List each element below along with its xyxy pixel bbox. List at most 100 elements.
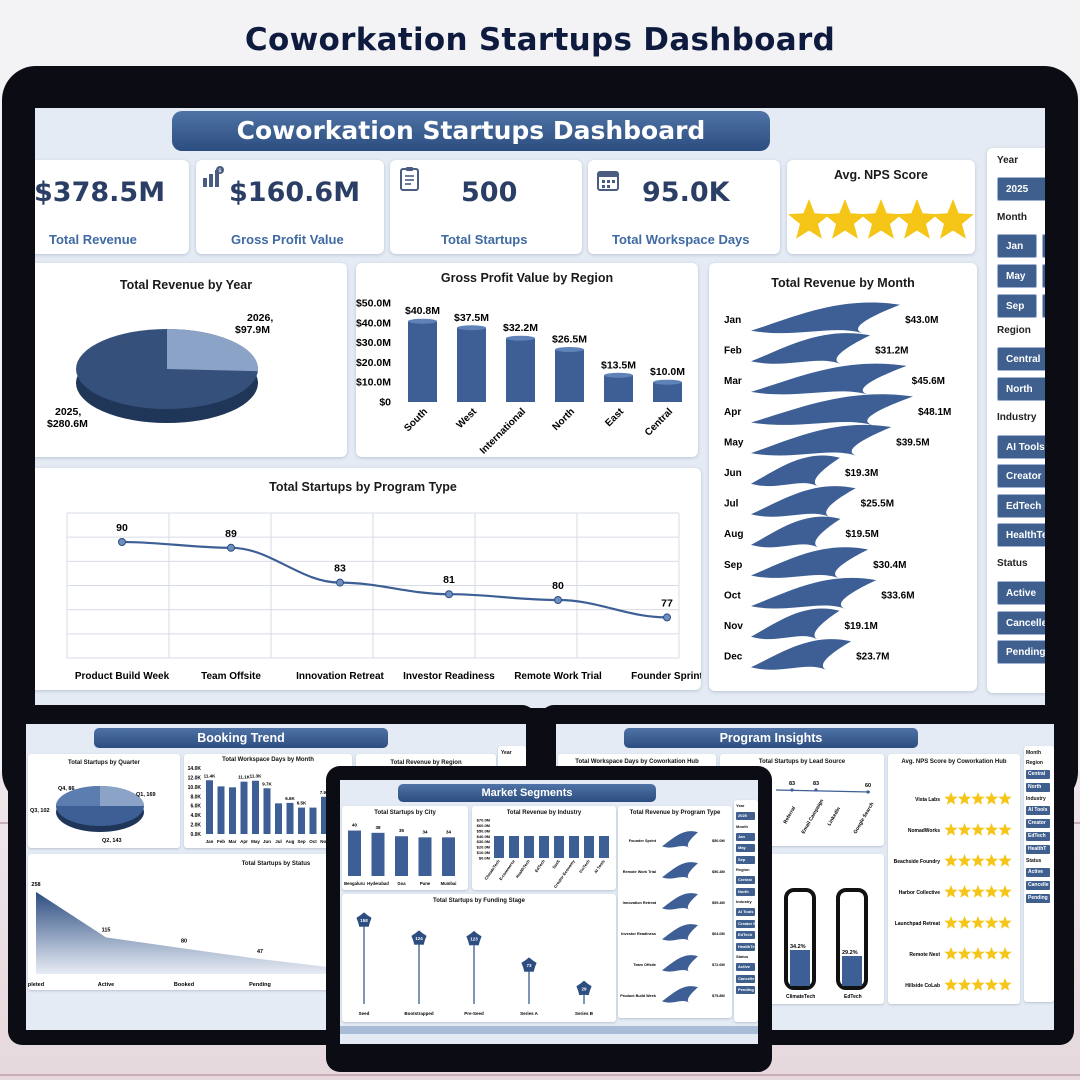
slicer-item[interactable]: North (1026, 783, 1050, 792)
workspace-month-label: Jan (206, 839, 214, 844)
funding-value: 158 (360, 918, 368, 923)
chart-title: Total Startups by Funding Stage (433, 898, 525, 904)
slicer-month-cut[interactable] (1042, 294, 1045, 318)
funding-stage-label: Series B (575, 1011, 594, 1016)
workspace-bar (275, 803, 282, 834)
city-label: Bengaluru (344, 881, 365, 886)
slicer-item[interactable]: Active (1026, 868, 1050, 877)
hub-star-icon (944, 885, 958, 898)
slicer-month-sep[interactable]: Sep (997, 294, 1037, 318)
region-category-label: Central (643, 406, 675, 438)
month-label: Dec (724, 652, 743, 663)
slicer-month-may[interactable]: May (997, 264, 1037, 288)
nps-star-icon (788, 199, 830, 239)
funding-burst (411, 930, 427, 945)
hub-star-icon (984, 916, 999, 929)
y-tick-label: $30.0M (477, 839, 491, 844)
quarter-label: Q1, 169 (136, 792, 156, 798)
slicer-item[interactable]: Pending (736, 986, 755, 994)
slicer-status-active[interactable]: Active (997, 581, 1045, 605)
quarter-label: Q4, 86 (58, 786, 75, 792)
city-card: Total Startups by City 40 Bengaluru 38 Hyde… (342, 806, 468, 890)
month-label: Apr (724, 407, 741, 418)
slicer-header: Industry (736, 899, 752, 904)
region-data-label: $13.5M (601, 359, 636, 371)
month-data-label: $19.1M (844, 621, 877, 632)
slicer-item[interactable]: EdTech (736, 931, 755, 939)
region-data-label: $10.0M (650, 366, 685, 378)
y-tick-label: $10.0M (356, 377, 391, 389)
slicer-month-cut[interactable] (1042, 234, 1045, 258)
slicer-industry-edtech[interactable]: EdTech (997, 494, 1045, 518)
slicer-item[interactable]: Cancelle (1026, 881, 1050, 890)
revenue-pie-chart: 2026, $97.9M 2025, $280.6M (47, 312, 273, 430)
slicer-industry-ai-tools[interactable]: AI Tools (997, 435, 1045, 459)
slicer-industry-creator[interactable]: Creator E (997, 464, 1045, 488)
program-label: Product Build Week (620, 994, 657, 998)
y-tick-label: $0.0M (479, 856, 491, 861)
slicer-month-cut[interactable] (1042, 264, 1045, 288)
lead-value: 60 (865, 783, 871, 789)
program-point (336, 578, 344, 587)
workspace-month-label: Apr (240, 839, 248, 844)
slicer-item[interactable]: Pending (1026, 894, 1050, 903)
program-label: Remote Work Trial (623, 870, 656, 874)
slicer-region-north[interactable]: North (997, 377, 1045, 401)
month-data-label: $23.7M (856, 652, 889, 663)
pie-slice-2026 (167, 329, 259, 372)
y-tick-label: $50.0M (356, 298, 391, 310)
status-area (36, 891, 328, 974)
slicer-item[interactable]: Sep (736, 855, 755, 864)
hub-star-icon (971, 885, 985, 898)
industry-bar (569, 836, 579, 858)
workspace-month-chart: 14.0K 12.0K 10.0K 8.0K 6.0K 4.0K 2.0K 0.0K 11.4K… (188, 766, 342, 844)
slicer-item[interactable]: Central (1026, 770, 1050, 779)
slicer-year-2025[interactable]: 2025 (997, 177, 1045, 201)
region-category-label: International (478, 406, 528, 456)
slicer-industry-healthtech[interactable]: HealthTe (997, 523, 1045, 547)
slicer-month-jan[interactable]: Jan (997, 234, 1037, 258)
slicer-item[interactable]: North (736, 887, 755, 896)
y-tick-label: 6.0K (190, 804, 201, 810)
gauge-category: EdTech (844, 994, 862, 1000)
slicer-region-central[interactable]: Central (997, 347, 1045, 371)
status-data-label: 115 (102, 927, 111, 933)
hub-star-icon (998, 947, 1012, 960)
slicer-status-pending[interactable]: Pending (997, 640, 1045, 664)
slicer-header: Month (1026, 750, 1041, 756)
slicer-status-cancelled[interactable]: Cancelle (997, 611, 1045, 635)
month-revenue-ribbon (751, 547, 869, 579)
program-point (227, 543, 235, 552)
slicer-item[interactable]: AI Tools (736, 908, 755, 916)
city-bar (418, 837, 432, 876)
workspace-data-label: 6.5K (297, 801, 307, 806)
hub-star-icon (984, 823, 999, 836)
slicer-item[interactable]: Creator (1026, 819, 1050, 828)
hub-label: Remote Nest (909, 952, 940, 958)
region-data-label: $40.8M (405, 305, 440, 317)
program-revenue-ribbon (662, 986, 698, 1003)
hub-star-icon (944, 978, 958, 991)
slicer-item[interactable]: EdTech (1026, 832, 1050, 841)
chart-title: Total Startups by Program Type (269, 480, 457, 494)
y-tick-label: $10.0M (477, 850, 491, 855)
y-tick-label: 8.0K (190, 794, 201, 800)
region-bar-cap (408, 318, 437, 324)
slicer-item[interactable]: 2025 (736, 812, 755, 820)
month-label: Jan (724, 315, 741, 326)
slicer-item[interactable]: Central (736, 876, 755, 884)
region-bar (408, 321, 437, 402)
slicer-item[interactable]: May (736, 844, 755, 852)
slicer-item[interactable]: Creator E (736, 919, 755, 928)
slicer-item[interactable]: Cancelle (736, 974, 755, 983)
slicer-item[interactable]: Jan (736, 832, 755, 841)
industry-label: EdTech (534, 858, 547, 873)
slicer-item[interactable]: HealthTe (736, 942, 755, 951)
month-label: May (724, 437, 744, 448)
city-data-label: 34 (446, 829, 452, 834)
revenue-by-month-chart: Jan $43.0M Feb $31.2M Mar $45.6M Apr $48.1M May $… (724, 302, 951, 670)
workspace-month-label: Aug (286, 839, 295, 844)
slicer-item[interactable]: HealthT (1026, 845, 1050, 854)
slicer-item[interactable]: AI Tools (1026, 806, 1050, 815)
slicer-item[interactable]: Active (736, 963, 755, 971)
